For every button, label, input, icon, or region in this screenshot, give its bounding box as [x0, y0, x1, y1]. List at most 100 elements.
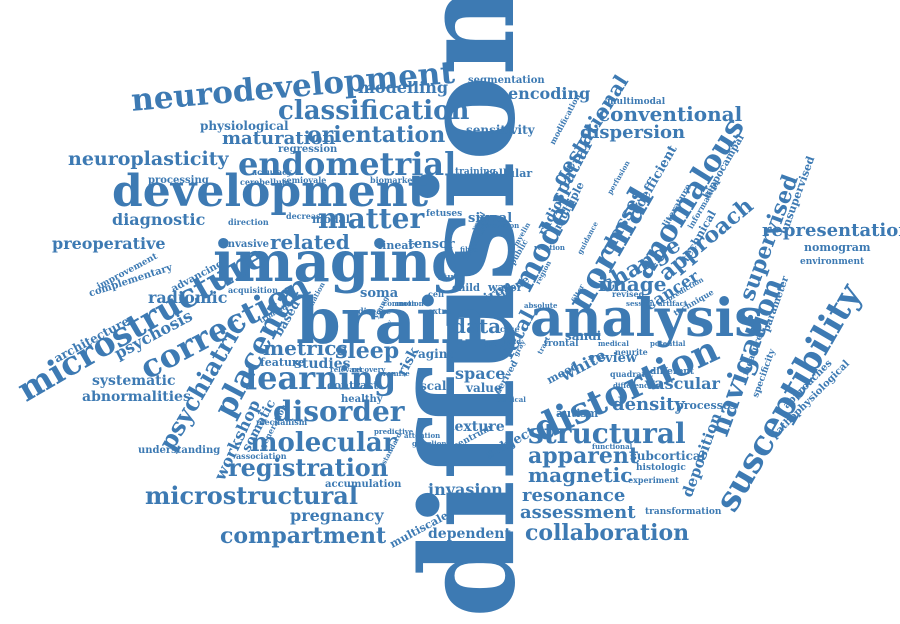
word-analysis: analysis	[530, 288, 764, 349]
word-predictive: predictive	[374, 427, 414, 436]
word-vascular: vascular	[645, 374, 720, 393]
word-decrease: decrease	[286, 211, 326, 221]
word-relation: relation	[534, 243, 565, 252]
word-image: image	[598, 272, 667, 296]
word-revision: revision	[488, 221, 520, 230]
word-frontal: frontal	[544, 339, 579, 349]
word-nomogram: nomogram	[804, 241, 871, 254]
word-magnetic: magnetic	[528, 463, 633, 487]
word-sensitivity: sensitivity	[466, 123, 535, 137]
word-imaging: imaging	[213, 229, 471, 295]
word-processing: processing	[148, 175, 209, 186]
word-representation: representation	[762, 220, 900, 241]
word-artifact: artifact	[658, 299, 688, 308]
word-conventional: conventional	[598, 102, 743, 126]
word-signal: signal	[468, 211, 513, 226]
word-data: data	[452, 314, 502, 338]
word-invasive: invasive	[224, 239, 269, 250]
word-maturation: maturation	[222, 128, 336, 149]
word-molecular: molecular	[250, 428, 397, 458]
word-studies: studies	[294, 356, 351, 372]
word-recovery: recovery	[352, 365, 386, 374]
word-endometrial: endometrial	[238, 145, 457, 183]
word-fibre: fibre	[460, 245, 479, 254]
word-processes: processes	[676, 399, 737, 412]
word-healthy: healthy	[341, 394, 383, 405]
word-dependent: dependent	[428, 526, 511, 542]
word-brain: brain	[296, 284, 487, 359]
word-physiological: physiological	[200, 119, 289, 133]
word-revised: revised	[612, 289, 645, 299]
word-promise: promise	[378, 369, 410, 378]
word-orientation: orientation	[307, 122, 446, 148]
word-histologic: histologic	[636, 463, 686, 473]
word-metrics: metrics	[263, 336, 348, 360]
word-subcortical: subcortical	[630, 449, 706, 463]
word-apparent: apparent	[528, 443, 640, 469]
word-type: type	[480, 339, 497, 348]
word-extra: extra	[428, 306, 451, 316]
word-diagnostic: diagnostic	[112, 210, 206, 229]
word-scale: scale	[420, 379, 455, 393]
word-training: training	[455, 167, 496, 177]
word-regression: regression	[278, 144, 338, 155]
word-matter: matter	[318, 202, 425, 235]
word-session: session	[626, 299, 655, 308]
word-direction: direction	[228, 217, 269, 227]
word-space: space	[455, 364, 506, 383]
word-value: value	[466, 381, 502, 395]
word-assessment: assessment	[520, 502, 636, 523]
word-sandi: sandi	[565, 329, 602, 343]
word-potential: potential	[650, 339, 686, 348]
word-ganglion: ganglion	[412, 439, 447, 448]
word-multimodal: multimodal	[607, 97, 666, 107]
word-accuracy: accuracy	[252, 167, 292, 177]
word-autism: autism	[556, 407, 599, 420]
word-encoding: encoding	[508, 84, 591, 103]
word-motion: motion	[396, 299, 424, 308]
word-soma: soma	[360, 286, 399, 301]
word-modal: modal	[312, 213, 350, 226]
word-mechanism: mechanism	[256, 417, 308, 427]
word-fetuses: fetuses	[426, 209, 463, 219]
word-systematic: systematic	[92, 373, 176, 389]
word-cortical: cortical	[496, 395, 526, 404]
word-tensor: tensor	[408, 237, 455, 252]
word-attention: attention	[404, 431, 441, 440]
word-different: different	[650, 367, 694, 377]
word-biomarker: biomarker	[370, 175, 417, 185]
word-cellular: cellular	[485, 167, 533, 180]
word-neuroplasticity: neuroplasticity	[68, 148, 229, 170]
word-modelling: modelling	[358, 78, 449, 97]
word-absolute: absolute	[524, 301, 558, 310]
word-difference: difference	[613, 381, 653, 390]
word-disorder: disorder	[273, 395, 405, 428]
word-environment: environment	[800, 257, 865, 267]
word-related: related	[270, 230, 350, 254]
word-contrast: contrast	[327, 379, 379, 392]
word-experiment: experiment	[628, 475, 679, 485]
word-neurite: neurite	[615, 347, 648, 357]
word-density: density	[612, 394, 685, 415]
word-registration: registration	[228, 453, 389, 482]
word-acquisition: acquisition	[228, 285, 278, 295]
word-case: case	[500, 324, 520, 334]
word-water: water	[488, 281, 523, 294]
word-classification: classification	[278, 96, 470, 126]
word-linear: linear	[378, 239, 415, 252]
word-cell: cell	[428, 289, 445, 299]
word-cerebellum: cerebellum	[240, 177, 291, 187]
word-learning: learning	[245, 359, 397, 397]
word-transformation: transformation	[645, 507, 722, 517]
word-semiovale: semiovale	[282, 175, 327, 185]
word-functional: functional	[592, 442, 633, 451]
word-microstructural: microstructural	[145, 481, 358, 510]
word-feature: feature	[260, 356, 305, 369]
word-relevant: relevant	[330, 365, 363, 374]
word-field: field	[504, 337, 522, 346]
word-accumulation: accumulation	[325, 479, 402, 490]
word-invasion: invasion	[428, 480, 503, 499]
word-segmentation: segmentation	[468, 75, 545, 86]
word-medical: medical	[598, 339, 629, 348]
